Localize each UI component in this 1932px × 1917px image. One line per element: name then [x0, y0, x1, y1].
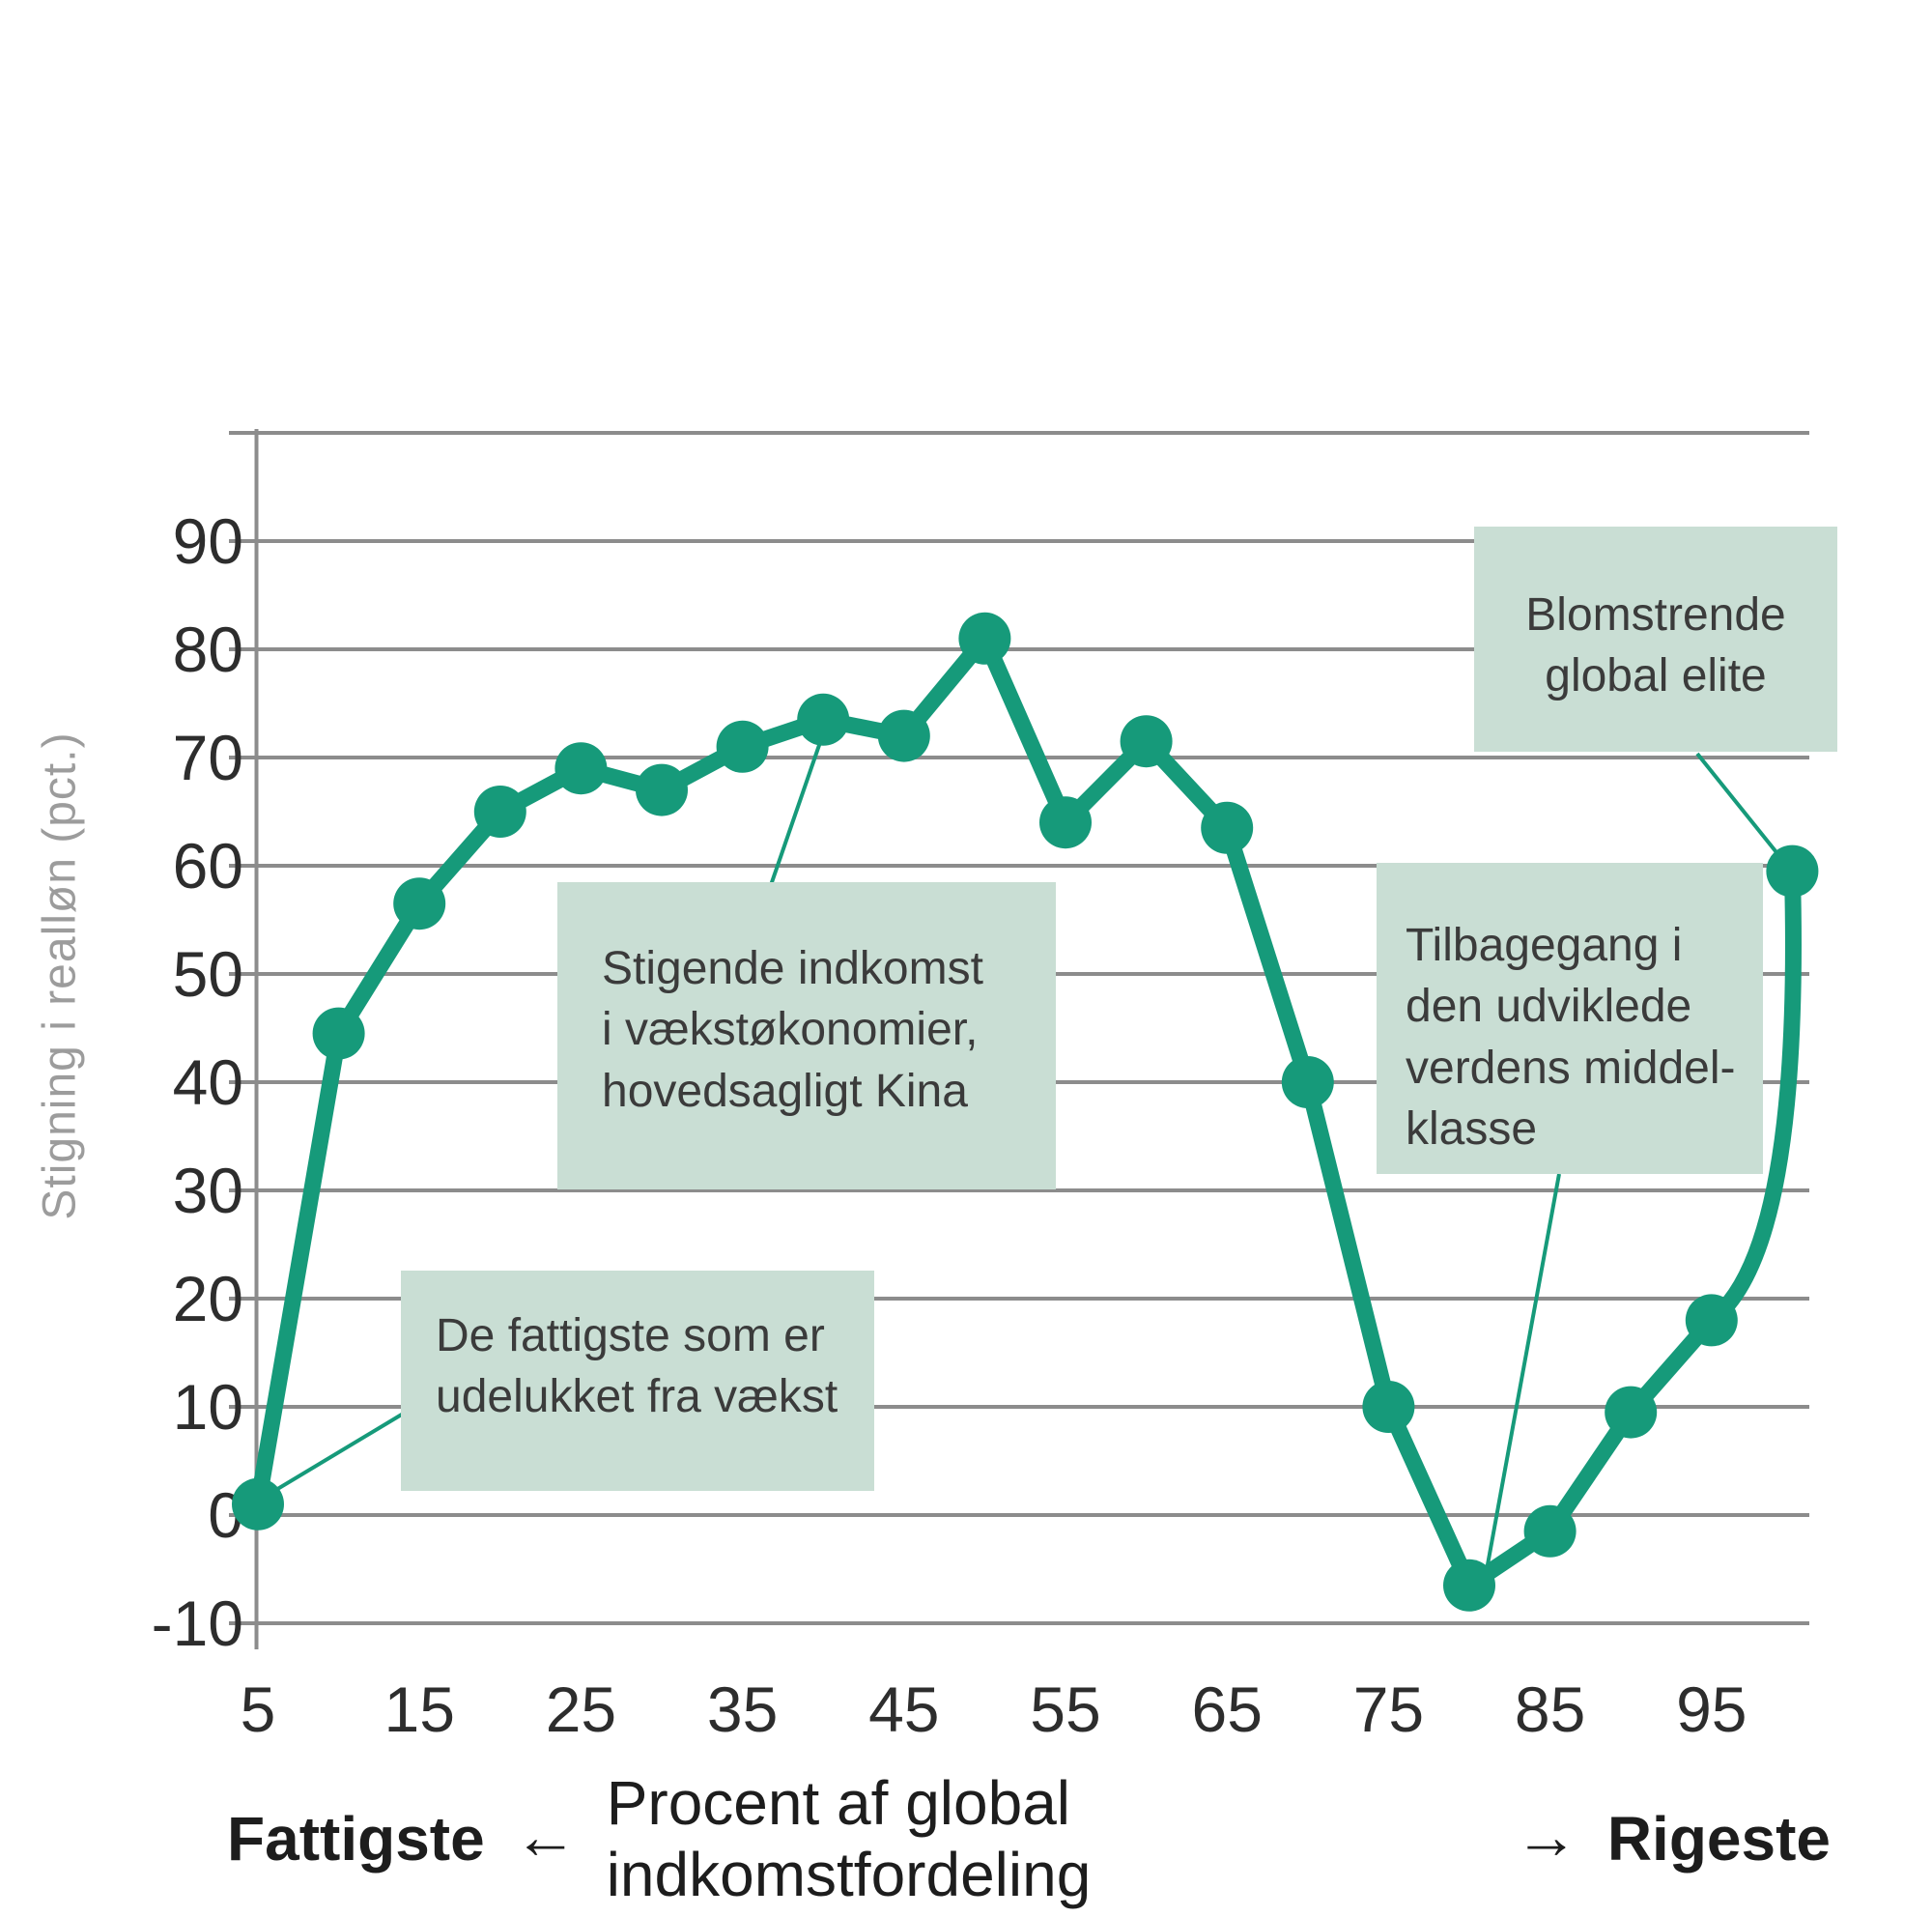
- annotation-poorest: De fattigste som er udelukket fra vækst: [401, 1271, 874, 1491]
- leader-middle-class: [1485, 1173, 1561, 1571]
- data-point: [393, 877, 446, 930]
- y-tick-label: 80: [173, 614, 243, 685]
- data-point: [312, 1007, 365, 1060]
- x-tick-label: 55: [1030, 1674, 1100, 1745]
- x-axis-title-center: Procent af global indkomstfordeling: [606, 1768, 1092, 1909]
- y-tick-label: 90: [173, 505, 243, 577]
- data-point: [636, 763, 688, 816]
- data-point: [1605, 1386, 1658, 1439]
- data-point: [1201, 801, 1254, 854]
- data-point: [232, 1477, 284, 1531]
- data-point: [1362, 1381, 1415, 1433]
- data-point: [1523, 1504, 1577, 1558]
- data-point: [554, 742, 608, 795]
- y-tick-label: -10: [152, 1588, 243, 1659]
- annotation-emerging-economies: Stigende indkomst i vækstøkonomier, hove…: [557, 882, 1056, 1189]
- leader-emerging: [769, 738, 824, 886]
- y-tick-label: 70: [173, 722, 243, 793]
- x-tick-label: 15: [384, 1674, 454, 1745]
- annotation-developed-middle-class: Tilbagegang i den udviklede verdens midd…: [1377, 863, 1763, 1174]
- arrow-left-icon: ←: [513, 1800, 578, 1872]
- y-tick-label: 60: [173, 830, 243, 901]
- x-axis-title: Fattigste ← Procent af global indkomstfo…: [227, 1768, 1831, 1909]
- data-point: [1443, 1559, 1495, 1612]
- data-point: [1120, 715, 1173, 768]
- data-point: [716, 720, 769, 773]
- leader-poorest: [270, 1411, 407, 1495]
- x-tick-label: 75: [1353, 1674, 1424, 1745]
- x-tick-label: 85: [1515, 1674, 1585, 1745]
- data-point: [958, 612, 1011, 665]
- data-point: [797, 693, 850, 746]
- y-tick-label: 40: [173, 1046, 243, 1118]
- data-point: [1766, 844, 1819, 898]
- x-axis-title-poorest: Fattigste: [227, 1804, 485, 1874]
- data-point: [1281, 1056, 1334, 1108]
- x-tick-label: 95: [1676, 1674, 1747, 1745]
- y-tick-label: 20: [173, 1263, 243, 1334]
- x-tick-label: 25: [546, 1674, 616, 1745]
- leader-lines: [270, 738, 1782, 1571]
- x-tick-label: 35: [707, 1674, 778, 1745]
- x-tick-label: 65: [1191, 1674, 1262, 1745]
- y-tick-label: 10: [173, 1371, 243, 1443]
- x-tick-labels: 5 15 25 35 45 55 65 75 85 95: [241, 1674, 1747, 1745]
- arrow-right-icon: →: [1514, 1800, 1578, 1872]
- x-tick-label: 5: [241, 1674, 276, 1745]
- x-tick-label: 45: [868, 1674, 939, 1745]
- leader-elite: [1695, 752, 1782, 859]
- y-tick-label: 50: [173, 938, 243, 1010]
- y-axis-title: Stigning i realløn (pct.): [34, 731, 86, 1220]
- data-point: [877, 709, 930, 762]
- data-points: [232, 612, 1819, 1612]
- data-point: [473, 786, 526, 838]
- x-axis-title-richest: Rigeste: [1606, 1804, 1831, 1874]
- y-tick-label: 30: [173, 1155, 243, 1226]
- data-point: [1039, 796, 1092, 849]
- annotation-global-elite: Blomstrende global elite: [1474, 527, 1837, 752]
- data-point: [1685, 1294, 1738, 1347]
